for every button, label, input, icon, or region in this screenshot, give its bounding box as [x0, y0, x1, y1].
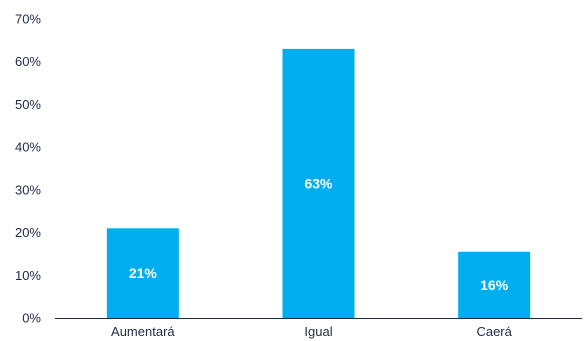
- category-label-2: Caerá: [476, 324, 512, 339]
- data-label-2: 16%: [480, 277, 509, 293]
- y-tick-label: 50%: [15, 97, 41, 112]
- y-tick-label: 40%: [15, 140, 41, 155]
- bar-2: [458, 251, 531, 318]
- category-labels: Aumentará Igual Caerá: [111, 324, 513, 339]
- bar-0: [106, 228, 179, 318]
- y-axis-ticks: 0% 10% 20% 30% 40% 50% 60% 70%: [15, 12, 41, 326]
- data-labels: 21% 63% 16%: [129, 175, 509, 292]
- data-label-0: 21%: [129, 265, 158, 281]
- bar-1: [282, 48, 355, 319]
- y-tick-label: 10%: [15, 268, 41, 283]
- y-tick-label: 0%: [22, 311, 41, 326]
- data-label-1: 63%: [304, 175, 333, 191]
- category-label-1: Igual: [304, 324, 332, 339]
- y-tick-label: 60%: [15, 54, 41, 69]
- y-tick-label: 70%: [15, 12, 41, 27]
- y-tick-label: 30%: [15, 182, 41, 197]
- bars: [106, 48, 531, 319]
- category-label-0: Aumentará: [111, 324, 175, 339]
- y-tick-label: 20%: [15, 225, 41, 240]
